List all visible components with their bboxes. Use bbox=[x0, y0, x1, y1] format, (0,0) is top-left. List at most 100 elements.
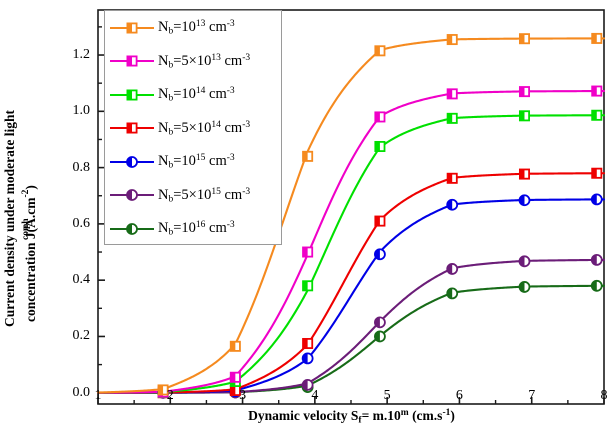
y-tick-label: 0.8 bbox=[72, 159, 91, 175]
x-tick-label: 2 bbox=[166, 388, 174, 403]
data-marker bbox=[518, 33, 530, 45]
legend-coefficient: 5× bbox=[181, 119, 197, 136]
legend-symbol: N bbox=[158, 119, 169, 136]
legend-subscript: b bbox=[168, 60, 174, 71]
legend-exponent: 14 bbox=[195, 86, 206, 97]
legend-item[interactable]: Nb=1013 cm-3 bbox=[105, 11, 281, 45]
x-title-sup-neg1: -1 bbox=[442, 408, 451, 419]
legend-symbol: N bbox=[158, 86, 169, 103]
data-marker bbox=[446, 287, 459, 300]
legend-unit: cm bbox=[209, 153, 227, 170]
x-tick-label: 1 bbox=[94, 388, 102, 403]
data-marker bbox=[229, 371, 241, 383]
y-tick-label: 0.4 bbox=[72, 272, 91, 288]
legend-symbol: N bbox=[158, 220, 169, 237]
legend-swatch-circle-icon bbox=[109, 154, 155, 170]
data-marker bbox=[446, 263, 459, 275]
data-marker bbox=[374, 330, 386, 343]
data-line bbox=[96, 258, 606, 394]
legend-unit: cm bbox=[209, 86, 227, 103]
legend-exponent: 15 bbox=[211, 186, 221, 197]
legend-equals: = bbox=[173, 186, 182, 203]
legend-item-label: Nb=5×1013 cm-3 bbox=[158, 53, 250, 70]
legend-base: 10 bbox=[181, 153, 196, 170]
legend-base: 10 bbox=[181, 19, 196, 36]
legend-symbol: N bbox=[158, 19, 169, 36]
legend-item[interactable]: Nb=1015 cm-3 bbox=[105, 145, 281, 179]
legend-item-label: Nb=5×1014 cm-3 bbox=[158, 120, 250, 137]
data-marker bbox=[301, 352, 314, 365]
chart-legend: Nb=1013 cm-3 Nb=5×1013 cm-3 Nb=1014 cm-3 Nb… bbox=[104, 10, 282, 245]
data-line bbox=[96, 284, 606, 394]
legend-unit: cm bbox=[209, 220, 227, 237]
legend-exponent: 13 bbox=[195, 19, 206, 30]
legend-swatch-square-icon bbox=[109, 120, 155, 136]
data-marker bbox=[591, 85, 603, 97]
data-marker bbox=[302, 246, 314, 258]
legend-item-label: Nb=1013 cm-3 bbox=[158, 19, 235, 36]
data-marker bbox=[518, 194, 531, 207]
data-marker bbox=[446, 88, 458, 100]
legend-symbol: N bbox=[158, 153, 169, 170]
legend-subscript: b bbox=[168, 127, 174, 138]
legend-exponent: 14 bbox=[211, 119, 221, 130]
legend-item[interactable]: Nb=1016 cm-3 bbox=[105, 212, 281, 246]
legend-equals: = bbox=[173, 19, 182, 36]
data-marker bbox=[374, 248, 386, 261]
legend-base: 10 bbox=[196, 186, 212, 203]
y-tick-label: 1.0 bbox=[72, 103, 91, 119]
x-title-unit-open: (cm.s bbox=[412, 408, 443, 423]
legend-symbol: N bbox=[158, 186, 169, 203]
legend-item[interactable]: Nb=5×1013 cm-3 bbox=[105, 45, 281, 79]
data-marker bbox=[518, 255, 531, 268]
legend-exponent: 15 bbox=[195, 153, 206, 164]
legend-unit-exponent: -3 bbox=[226, 220, 235, 231]
legend-unit: cm bbox=[224, 186, 243, 203]
data-marker bbox=[518, 86, 530, 98]
legend-coefficient: 5× bbox=[181, 186, 197, 203]
legend-unit-exponent: -3 bbox=[226, 153, 235, 164]
legend-subscript: b bbox=[168, 194, 174, 205]
data-marker bbox=[302, 280, 314, 292]
legend-item[interactable]: Nb=5×1015 cm-3 bbox=[105, 179, 281, 213]
legend-swatch-square-icon bbox=[109, 87, 155, 103]
legend-swatch-circle-icon bbox=[109, 221, 155, 237]
legend-swatch-square-icon bbox=[109, 53, 155, 69]
x-title-sub-f: f bbox=[358, 415, 362, 426]
data-marker bbox=[374, 215, 386, 227]
legend-equals: = bbox=[173, 119, 182, 136]
legend-base: 10 bbox=[196, 52, 212, 69]
legend-unit: cm bbox=[224, 119, 243, 136]
legend-swatch-circle-icon bbox=[109, 187, 155, 203]
x-tick-label: 7 bbox=[528, 388, 536, 403]
data-marker bbox=[374, 316, 386, 329]
data-marker bbox=[374, 45, 386, 57]
legend-subscript: b bbox=[168, 160, 174, 171]
data-marker bbox=[591, 32, 603, 44]
legend-base: 10 bbox=[181, 220, 196, 237]
legend-item[interactable]: Nb=5×1014 cm-3 bbox=[105, 112, 281, 146]
legend-exponent: 13 bbox=[211, 52, 221, 63]
data-marker bbox=[518, 281, 531, 293]
x-title-main: Dynamic velocity S bbox=[248, 408, 359, 423]
legend-equals: = bbox=[173, 52, 182, 69]
data-marker bbox=[157, 384, 169, 396]
data-marker bbox=[591, 167, 603, 179]
x-tick-label: 5 bbox=[383, 388, 391, 403]
legend-equals: = bbox=[173, 86, 182, 103]
legend-unit-exponent: -3 bbox=[242, 52, 251, 63]
data-marker bbox=[301, 378, 314, 391]
legend-item[interactable]: Nb=1014 cm-3 bbox=[105, 78, 281, 112]
legend-equals: = bbox=[173, 220, 182, 237]
data-marker bbox=[590, 279, 603, 292]
x-tick-label: 8 bbox=[600, 388, 608, 403]
y-tick-label: 0.0 bbox=[72, 384, 91, 400]
data-marker bbox=[446, 112, 458, 124]
x-tick-label: 3 bbox=[239, 388, 247, 403]
legend-symbol: N bbox=[158, 52, 169, 69]
legend-exponent: 16 bbox=[195, 220, 206, 231]
x-axis-title: Dynamic velocity Sf= m.10m (cm.s-1) bbox=[98, 408, 605, 426]
data-marker bbox=[591, 109, 603, 121]
data-marker bbox=[518, 110, 530, 122]
